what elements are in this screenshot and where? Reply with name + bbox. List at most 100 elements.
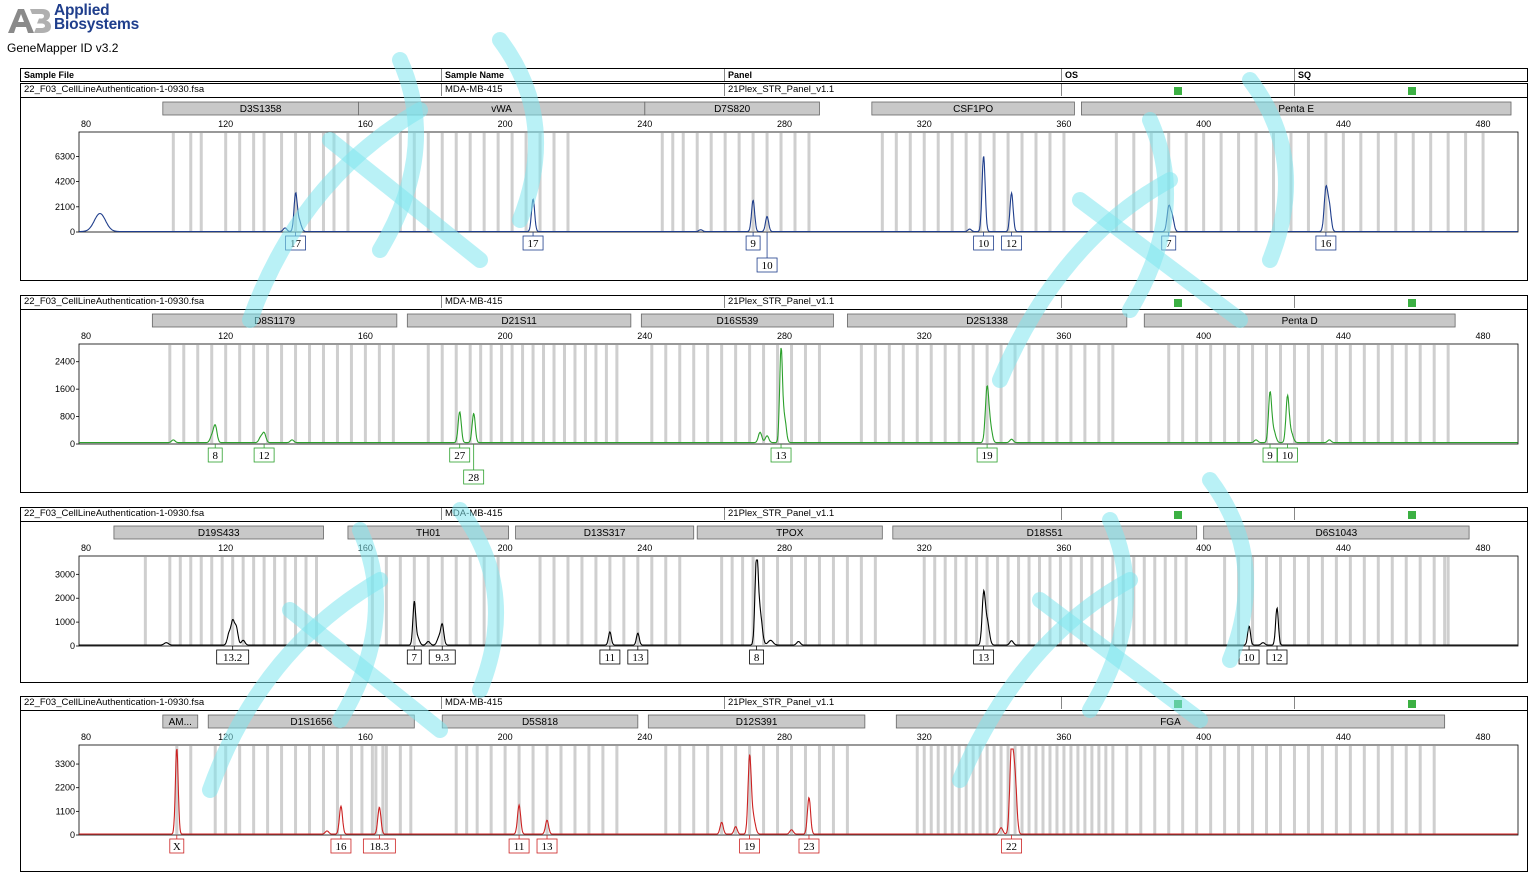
os-cell (1062, 84, 1295, 96)
marker-label: TH01 (416, 528, 441, 539)
allele-bin (321, 133, 325, 231)
os-status-icon (1174, 299, 1182, 307)
allele-bin (615, 746, 619, 834)
x-tick-label: 160 (358, 331, 373, 341)
col-sample-name[interactable]: Sample Name (442, 69, 725, 81)
allele-box (1315, 235, 1337, 251)
sample-info-row[interactable]: 22_F03_CellLineAuthentication-1-0930.fsa… (21, 296, 1527, 310)
allele-bin (793, 133, 797, 231)
allele-bin (1153, 746, 1157, 834)
col-panel[interactable]: Panel (725, 69, 1062, 81)
allele-bin (933, 557, 937, 645)
x-tick-label: 80 (81, 543, 91, 553)
allele-bin (335, 345, 339, 443)
marker-d21s11: D21S11 (406, 313, 632, 328)
allele-bin (454, 557, 458, 645)
y-tick-label: 3000 (55, 569, 75, 579)
allele-bin (304, 557, 308, 645)
allele-bin (1306, 133, 1310, 231)
allele-bin (1306, 345, 1310, 443)
dye-panel-black: 22_F03_CellLineAuthentication-1-0930.fsa… (20, 507, 1528, 683)
allele-call: 27 (449, 444, 471, 463)
allele-bin (370, 746, 374, 834)
allele-bin (315, 557, 319, 645)
marker-label: TPOX (776, 528, 804, 539)
allele-bin (1446, 557, 1450, 645)
allele-label: 28 (468, 472, 480, 484)
allele-bin (168, 345, 172, 443)
allele-bin (1278, 557, 1282, 645)
allele-bin (1265, 746, 1269, 834)
allele-bin (1027, 746, 1031, 834)
allele-bin (1139, 746, 1143, 834)
allele-bin (915, 746, 919, 834)
allele-call: 13 (627, 646, 649, 665)
allele-bin (1320, 746, 1324, 834)
col-sq[interactable]: SQ (1298, 70, 1312, 80)
allele-call: 12 (1266, 646, 1288, 665)
allele-bin (664, 557, 668, 645)
sample-info-row[interactable]: 22_F03_CellLineAuthentication-1-0930.fsa… (21, 508, 1527, 522)
allele-bin (894, 133, 898, 231)
allele-bin (1223, 345, 1227, 443)
allele-bin (1034, 746, 1038, 834)
marker-label: Penta D (1282, 316, 1318, 327)
allele-bin (887, 345, 891, 443)
allele-bin (901, 345, 905, 443)
panel-name: 21Plex_STR_Panel_v1.1 (725, 296, 1062, 308)
allele-bin (1432, 345, 1436, 443)
allele-bin (283, 557, 287, 645)
panel-name: 21Plex_STR_Panel_v1.1 (725, 84, 1062, 96)
allele-bin (308, 746, 312, 834)
allele-bin (922, 133, 926, 231)
allele-bin (143, 557, 147, 645)
allele-label: 18.3 (370, 841, 390, 853)
allele-bin (384, 746, 388, 834)
allele-label: 27 (454, 450, 466, 462)
allele-bin (583, 345, 587, 443)
allele-label: 13 (542, 841, 554, 853)
sample-info-row[interactable]: 22_F03_CellLineAuthentication-1-0930.fsa… (21, 84, 1527, 98)
y-tick-label: 0 (70, 227, 75, 237)
allele-bin (1418, 746, 1422, 834)
allele-bin (660, 133, 664, 231)
allele-box (1001, 838, 1022, 854)
marker-tpox: TPOX (696, 525, 883, 540)
allele-bin (1348, 345, 1352, 443)
allele-bin (500, 345, 504, 443)
x-tick-label: 240 (637, 543, 652, 553)
allele-bin (615, 345, 619, 443)
x-tick-label: 320 (917, 331, 932, 341)
sample-info-row[interactable]: 22_F03_CellLineAuthentication-1-0930.fsa… (21, 697, 1527, 711)
y-tick-label: 2100 (55, 202, 75, 212)
allele-bin (1446, 133, 1450, 231)
allele-bin (859, 345, 863, 443)
marker-label: D16S539 (717, 316, 759, 327)
x-tick-label: 360 (1056, 119, 1071, 129)
allele-bin (552, 133, 556, 231)
allele-bin (496, 557, 500, 645)
os-status-icon (1174, 87, 1182, 95)
allele-bin (454, 133, 458, 231)
allele-bin (720, 345, 724, 443)
allele-bin (765, 133, 769, 231)
marker-label: D13S317 (584, 528, 626, 539)
allele-bin (262, 557, 266, 645)
allele-bin (517, 746, 521, 834)
column-header: Sample File Sample Name Panel OS SQ (20, 68, 1528, 82)
x-tick-label: 400 (1196, 119, 1211, 129)
col-sample-file[interactable]: Sample File (21, 69, 442, 81)
allele-bin (1079, 557, 1083, 645)
x-tick-label: 80 (81, 331, 91, 341)
allele-bin (1376, 746, 1380, 834)
allele-bin (1209, 746, 1213, 834)
allele-bin (873, 345, 877, 443)
x-tick-label: 400 (1196, 543, 1211, 553)
y-tick-label: 6300 (55, 151, 75, 161)
col-os[interactable]: OS (1062, 69, 1295, 81)
allele-bin (178, 557, 182, 645)
allele-bin (231, 557, 235, 645)
allele-label: 9 (1267, 450, 1273, 462)
marker-box (647, 714, 866, 729)
allele-bin (978, 133, 982, 231)
